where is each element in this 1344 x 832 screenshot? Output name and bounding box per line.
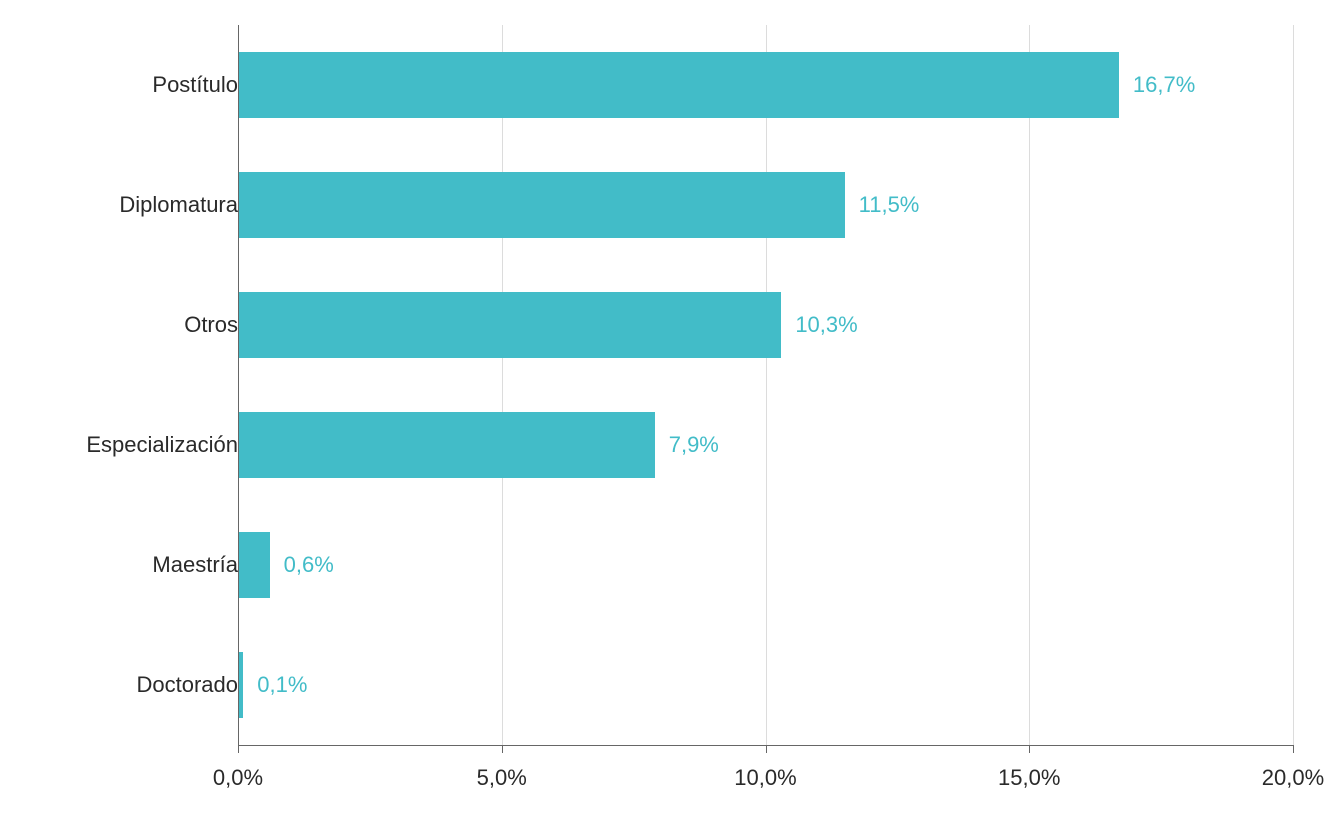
category-label: Doctorado bbox=[0, 672, 238, 698]
x-tick-label: 10,0% bbox=[734, 765, 796, 791]
value-label: 10,3% bbox=[795, 312, 857, 338]
value-label: 0,1% bbox=[257, 672, 307, 698]
bar bbox=[238, 292, 781, 358]
value-label: 7,9% bbox=[669, 432, 719, 458]
plot-area: 0,0%5,0%10,0%15,0%20,0%16,7%Postítulo11,… bbox=[238, 25, 1293, 745]
gridline bbox=[1029, 25, 1030, 745]
value-label: 11,5% bbox=[859, 192, 920, 218]
category-label: Maestría bbox=[0, 552, 238, 578]
y-axis bbox=[238, 25, 239, 745]
x-tick-label: 15,0% bbox=[998, 765, 1060, 791]
x-tick bbox=[766, 745, 767, 753]
gridline bbox=[502, 25, 503, 745]
bar bbox=[238, 532, 270, 598]
x-tick bbox=[1293, 745, 1294, 753]
gridline bbox=[766, 25, 767, 745]
x-tick bbox=[502, 745, 503, 753]
x-axis bbox=[238, 745, 1293, 746]
bar bbox=[238, 412, 655, 478]
x-tick-label: 5,0% bbox=[477, 765, 527, 791]
category-label: Especialización bbox=[0, 432, 238, 458]
category-label: Postítulo bbox=[0, 72, 238, 98]
x-tick-label: 20,0% bbox=[1262, 765, 1324, 791]
value-label: 0,6% bbox=[284, 552, 334, 578]
gridline bbox=[1293, 25, 1294, 745]
category-label: Otros bbox=[0, 312, 238, 338]
category-label: Diplomatura bbox=[0, 192, 238, 218]
x-tick bbox=[238, 745, 239, 753]
x-tick-label: 0,0% bbox=[213, 765, 263, 791]
value-label: 16,7% bbox=[1133, 72, 1195, 98]
x-tick bbox=[1029, 745, 1030, 753]
bar-chart: 0,0% 5,0% 10,0% 15,0% 20,0% 16,7% Postítulo 11,… bbox=[0, 0, 1344, 832]
bar bbox=[238, 52, 1119, 118]
bar bbox=[238, 172, 845, 238]
